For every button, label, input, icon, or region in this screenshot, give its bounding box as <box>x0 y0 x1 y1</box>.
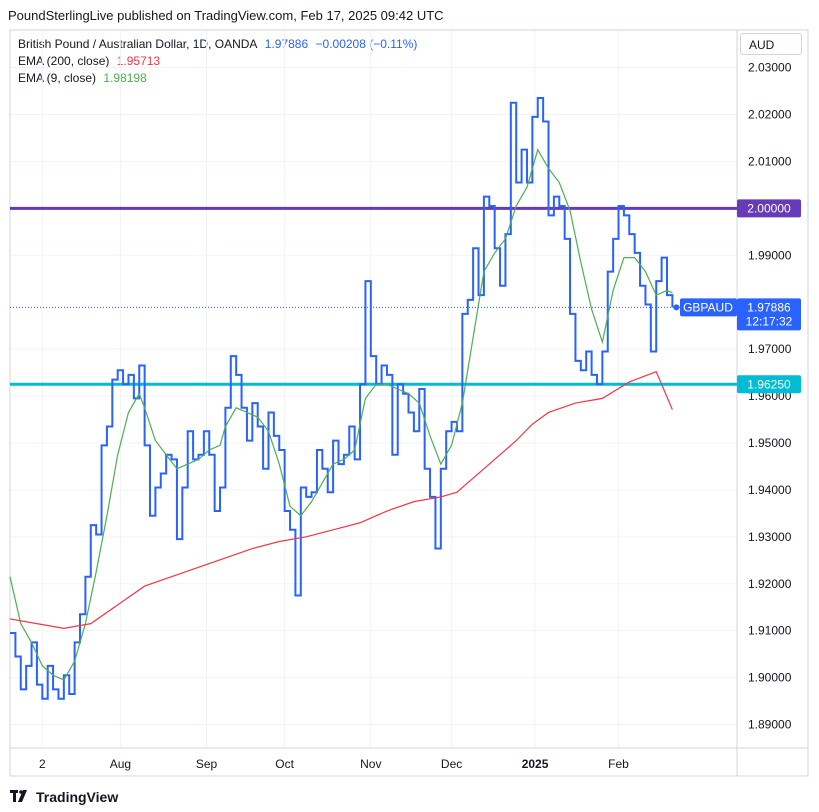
publisher-line: PoundSterlingLive published on TradingVi… <box>8 8 444 23</box>
last-price-label: 1.97886 <box>747 300 791 314</box>
x-axis: 2 Aug Sep Oct Nov Dec 2025 Feb <box>39 757 629 771</box>
x-tick-label: 2025 <box>522 757 549 771</box>
y-tick-label: 1.89000 <box>748 718 792 732</box>
x-tick-label: Aug <box>110 757 131 771</box>
y-tick-label: 1.95000 <box>748 436 792 450</box>
x-tick-label: Dec <box>441 757 462 771</box>
y-tick-label: 1.90000 <box>748 671 792 685</box>
horizontal-levels <box>10 206 737 386</box>
legend-ema9-label: EMA (9, close) <box>18 71 97 85</box>
x-tick-label: Nov <box>360 757 381 771</box>
series <box>9 97 680 700</box>
legend-ema200-label: EMA (200, close) <box>18 54 110 68</box>
legend-last-price: 1.97886 <box>264 37 309 51</box>
y-tick-label: 1.99000 <box>748 248 792 262</box>
level-price-tag <box>737 375 801 394</box>
x-tick-label: Oct <box>275 757 294 771</box>
legend-change: −0.00208 (−0.11%) <box>315 37 418 51</box>
legend: British Pound / Australian Dollar, 1D, O… <box>18 36 421 87</box>
legend-ema9-value: 1.98198 <box>103 71 147 85</box>
currency-selector[interactable]: AUD <box>740 33 802 55</box>
legend-symbol-row[interactable]: British Pound / Australian Dollar, 1D, O… <box>18 36 421 53</box>
y-tick-label: 2.01000 <box>748 154 792 168</box>
y-tick-label: 1.93000 <box>748 530 792 544</box>
grid <box>10 30 737 748</box>
legend-ema9-row[interactable]: EMA (9, close) 1.98198 <box>18 70 421 87</box>
level-price-label: 1.96250 <box>747 377 791 391</box>
level-price-tag <box>737 199 801 218</box>
series-ema-9-close- <box>9 148 673 681</box>
x-tick-label: Feb <box>608 757 629 771</box>
tradingview-brand: TradingView <box>36 789 119 805</box>
y-tick-label: 1.94000 <box>748 483 792 497</box>
level-price-label: 2.00000 <box>747 201 791 215</box>
countdown-label: 12:17:32 <box>746 314 793 328</box>
y-tick-label: 1.92000 <box>748 577 792 591</box>
tradingview-footer[interactable]: TradingView <box>10 786 118 808</box>
symbol-tag <box>680 298 737 317</box>
legend-ema200-value: 1.95713 <box>116 54 161 68</box>
x-tick-label: 2 <box>39 757 46 771</box>
tradingview-logo-icon <box>10 789 30 805</box>
series-ema-200-close- <box>9 370 673 629</box>
y-tick-label: 1.97000 <box>748 342 792 356</box>
y-tick-label: 2.02000 <box>748 107 792 121</box>
y-tick-label: 1.91000 <box>748 624 792 638</box>
legend-symbol: British Pound / Australian Dollar, 1D, O… <box>18 37 258 51</box>
x-tick-label: Sep <box>196 757 218 771</box>
y-axis: 2.030002.020002.010001.990001.970001.960… <box>748 61 792 732</box>
y-tick-label: 2.03000 <box>748 61 792 75</box>
chart-frame <box>9 29 809 777</box>
legend-ema200-row[interactable]: EMA (200, close) 1.95713 <box>18 53 421 70</box>
last-price-tag <box>737 298 801 331</box>
series-gbpaud <box>10 97 674 700</box>
symbol-tag-label: GBPAUD <box>683 300 733 314</box>
